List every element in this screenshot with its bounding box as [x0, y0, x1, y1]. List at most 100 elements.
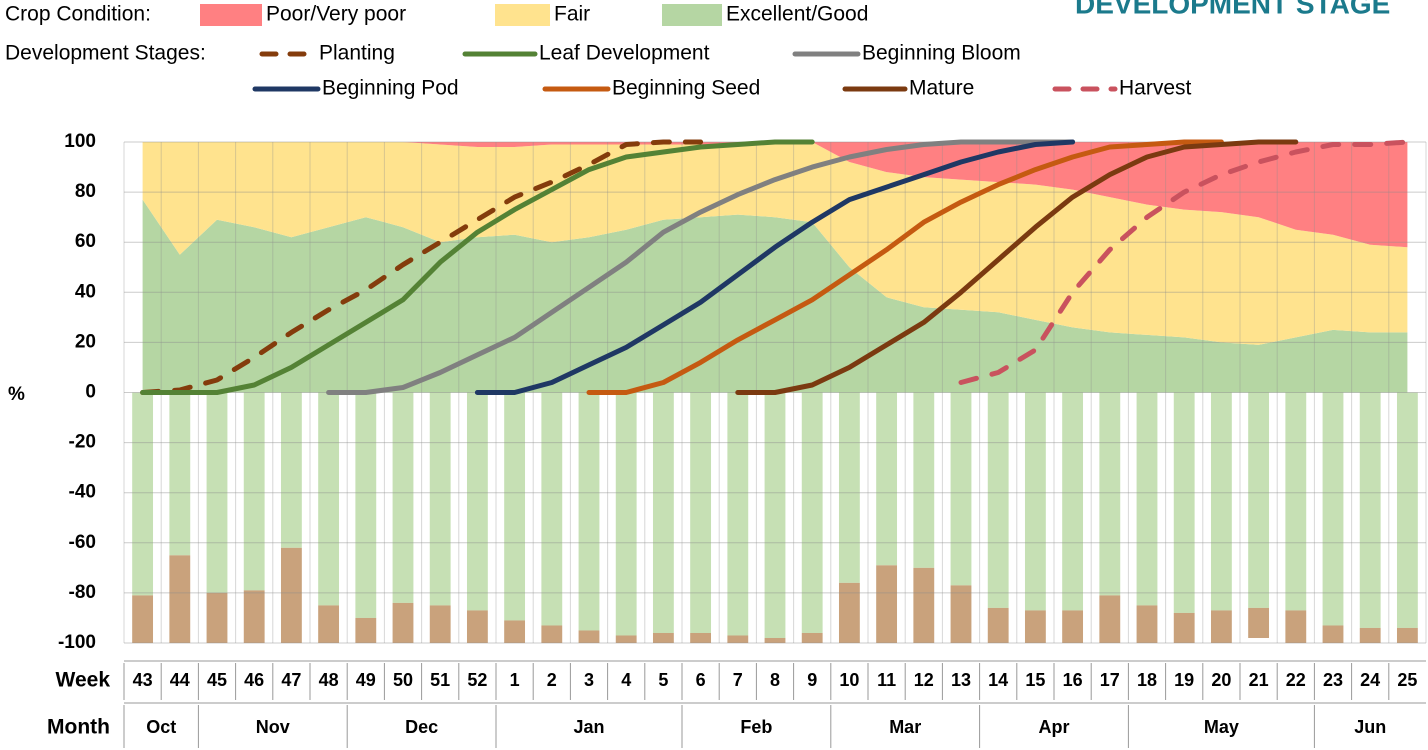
week-label: 23 — [1323, 670, 1343, 690]
legend-swatch — [200, 4, 262, 26]
week-label: 16 — [1063, 670, 1083, 690]
bar — [541, 625, 563, 643]
month-label: Feb — [740, 717, 772, 737]
bar — [318, 605, 340, 643]
legend-label: Mature — [909, 77, 974, 100]
bar — [1062, 610, 1084, 643]
week-label: 52 — [467, 670, 487, 690]
month-row-label: Month — [47, 716, 110, 739]
bar — [876, 392, 898, 566]
week-label: 48 — [319, 670, 339, 690]
bar — [132, 392, 154, 596]
bar — [1210, 392, 1232, 611]
bar — [504, 620, 526, 643]
bar — [1210, 610, 1232, 643]
week-label: 9 — [807, 670, 817, 690]
y-tick-label: -40 — [69, 482, 96, 503]
bar — [727, 392, 749, 636]
bar — [466, 392, 488, 611]
bar — [429, 605, 451, 643]
bar — [1248, 392, 1270, 608]
bar — [1173, 392, 1195, 613]
bar — [578, 392, 600, 631]
legend-label: Beginning Pod — [322, 77, 459, 100]
y-tick-label: 80 — [75, 181, 96, 202]
week-label: 19 — [1174, 670, 1194, 690]
week-label: 14 — [988, 670, 1008, 690]
week-label: 22 — [1286, 670, 1306, 690]
bar — [801, 392, 823, 633]
bar — [466, 610, 488, 643]
stage-line — [586, 139, 1224, 395]
y-tick-label: 40 — [75, 281, 96, 302]
bar — [1322, 625, 1344, 643]
bar — [1396, 392, 1418, 628]
legend-swatch — [495, 4, 550, 26]
bar — [1136, 605, 1158, 643]
bar — [913, 567, 935, 643]
legend-label: Excellent/Good — [726, 3, 868, 26]
bar — [913, 392, 935, 568]
week-label: 49 — [356, 670, 376, 690]
week-label: 10 — [839, 670, 859, 690]
bar — [243, 590, 265, 643]
bar — [987, 392, 1009, 608]
legend-heading: Development Stages: — [5, 42, 206, 65]
y-tick-label: 60 — [75, 231, 96, 252]
bar — [355, 617, 377, 643]
month-label: Nov — [256, 717, 290, 737]
week-label: 5 — [658, 670, 668, 690]
bar — [429, 392, 451, 606]
bar — [1396, 627, 1418, 643]
y-tick-label: -80 — [69, 582, 96, 603]
bar — [1248, 607, 1270, 638]
week-label: 21 — [1249, 670, 1269, 690]
bar — [1136, 392, 1158, 606]
week-label: 6 — [696, 670, 706, 690]
y-tick-label: 100 — [64, 131, 96, 152]
legend-heading: Crop Condition: — [5, 3, 151, 26]
legend-label: Beginning Seed — [612, 77, 760, 100]
chart-title: DEVELOPMENT STAGE — [1075, 0, 1390, 19]
week-label: 51 — [430, 670, 450, 690]
bar — [1024, 392, 1046, 611]
week-row-label: Week — [56, 669, 111, 692]
legend-label: Leaf Development — [539, 42, 710, 65]
week-label: 44 — [170, 670, 190, 690]
month-label: Jun — [1354, 717, 1386, 737]
bar — [652, 392, 674, 633]
bar — [727, 635, 749, 643]
bar — [838, 392, 860, 583]
week-label: 2 — [547, 670, 557, 690]
bar — [1099, 595, 1121, 643]
week-label: 12 — [914, 670, 934, 690]
stage-line — [140, 139, 815, 395]
week-label: 18 — [1137, 670, 1157, 690]
bar — [318, 392, 340, 606]
week-label: 50 — [393, 670, 413, 690]
bar — [1359, 627, 1381, 643]
bar — [615, 392, 637, 636]
bar — [132, 595, 154, 643]
bar — [652, 632, 674, 643]
bar — [169, 555, 191, 643]
bar — [690, 632, 712, 643]
stage-line — [140, 139, 704, 395]
bar — [392, 392, 414, 603]
bar — [1285, 392, 1307, 611]
bar — [1285, 610, 1307, 643]
bar — [169, 392, 191, 556]
bar — [838, 582, 860, 643]
month-label: Dec — [405, 717, 438, 737]
legend-label: Poor/Very poor — [266, 3, 406, 26]
week-label: 45 — [207, 670, 227, 690]
legend-label: Harvest — [1119, 77, 1192, 100]
bar — [1173, 612, 1195, 643]
condition-area — [142, 142, 1408, 345]
y-tick-label: -100 — [58, 632, 96, 653]
legend-label: Planting — [319, 42, 395, 65]
bar — [950, 392, 972, 586]
month-label: Mar — [889, 717, 921, 737]
week-label: 43 — [133, 670, 153, 690]
